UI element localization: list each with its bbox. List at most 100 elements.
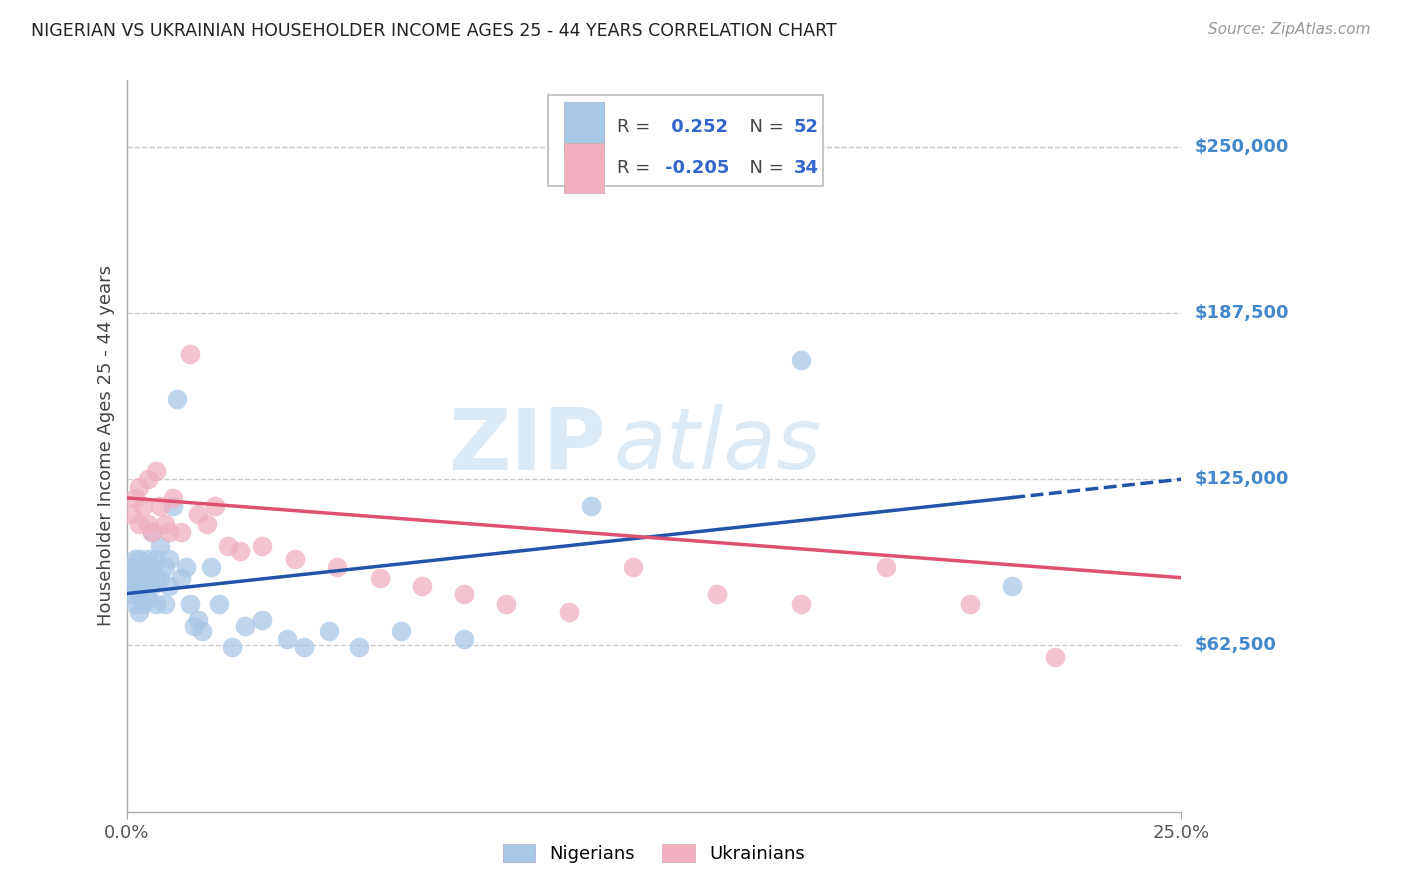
- Point: [128, 571, 150, 585]
- Point: [141, 579, 163, 593]
- Point: [149, 539, 172, 553]
- Point: [128, 605, 150, 619]
- Point: [959, 597, 981, 611]
- Point: [453, 586, 475, 600]
- Point: [558, 605, 581, 619]
- Point: [132, 499, 155, 513]
- Text: $125,000: $125,000: [1195, 470, 1289, 488]
- Point: [145, 552, 167, 566]
- Point: [157, 552, 180, 566]
- Point: [128, 517, 150, 532]
- Point: [132, 597, 155, 611]
- Point: [120, 571, 142, 585]
- Point: [141, 525, 163, 540]
- Point: [706, 586, 728, 600]
- Point: [221, 640, 243, 654]
- Text: N =: N =: [738, 118, 790, 136]
- Text: -0.205: -0.205: [665, 159, 730, 177]
- Point: [233, 618, 256, 632]
- Text: $62,500: $62,500: [1195, 637, 1277, 655]
- Point: [162, 499, 184, 513]
- Point: [166, 392, 188, 407]
- Point: [170, 571, 193, 585]
- Text: $250,000: $250,000: [1195, 137, 1289, 156]
- Point: [136, 566, 159, 580]
- Text: 0.252: 0.252: [665, 118, 728, 136]
- Point: [136, 552, 159, 566]
- Point: [157, 579, 180, 593]
- Point: [191, 624, 214, 638]
- Point: [200, 560, 222, 574]
- Point: [128, 586, 150, 600]
- Y-axis label: Householder Income Ages 25 - 44 years: Householder Income Ages 25 - 44 years: [97, 266, 115, 626]
- Point: [136, 571, 159, 585]
- Point: [128, 552, 150, 566]
- Text: ZIP: ZIP: [449, 404, 606, 488]
- Point: [183, 618, 205, 632]
- Point: [132, 579, 155, 593]
- Point: [141, 525, 163, 540]
- Text: atlas: atlas: [614, 404, 821, 488]
- Point: [124, 579, 146, 593]
- Point: [1043, 650, 1066, 665]
- Point: [179, 347, 201, 361]
- Text: R =: R =: [617, 159, 655, 177]
- Point: [453, 632, 475, 646]
- Point: [136, 591, 159, 606]
- Point: [179, 597, 201, 611]
- Point: [368, 571, 391, 585]
- Point: [120, 586, 142, 600]
- Point: [153, 597, 176, 611]
- Text: $187,500: $187,500: [1195, 304, 1289, 322]
- Point: [276, 632, 298, 646]
- Point: [229, 544, 252, 558]
- Point: [250, 539, 273, 553]
- Point: [790, 597, 813, 611]
- Point: [145, 571, 167, 585]
- Text: Source: ZipAtlas.com: Source: ZipAtlas.com: [1208, 22, 1371, 37]
- Point: [170, 525, 193, 540]
- Point: [120, 507, 142, 521]
- Point: [128, 480, 150, 494]
- Point: [153, 560, 176, 574]
- Point: [284, 552, 307, 566]
- Point: [204, 499, 226, 513]
- Point: [411, 579, 433, 593]
- Point: [621, 560, 644, 574]
- Point: [141, 560, 163, 574]
- Point: [124, 566, 146, 580]
- Bar: [548, 95, 823, 186]
- Point: [120, 560, 142, 574]
- Point: [157, 525, 180, 540]
- Point: [149, 499, 172, 513]
- Point: [162, 491, 184, 505]
- Point: [495, 597, 517, 611]
- Point: [875, 560, 897, 574]
- Point: [145, 597, 167, 611]
- Point: [579, 499, 602, 513]
- Point: [326, 560, 349, 574]
- Bar: [564, 144, 605, 193]
- Point: [136, 472, 159, 486]
- Point: [217, 539, 239, 553]
- Point: [208, 597, 231, 611]
- Point: [292, 640, 315, 654]
- Point: [153, 517, 176, 532]
- Bar: [564, 102, 605, 152]
- Point: [136, 517, 159, 532]
- Point: [1001, 579, 1024, 593]
- Point: [174, 560, 197, 574]
- Point: [318, 624, 340, 638]
- Point: [347, 640, 370, 654]
- Point: [145, 464, 167, 478]
- Point: [250, 613, 273, 627]
- Legend: Nigerians, Ukrainians: Nigerians, Ukrainians: [494, 835, 814, 872]
- Point: [149, 571, 172, 585]
- Point: [124, 491, 146, 505]
- Point: [790, 352, 813, 367]
- Point: [195, 517, 218, 532]
- Point: [187, 613, 209, 627]
- Text: N =: N =: [738, 159, 790, 177]
- Text: 52: 52: [794, 118, 820, 136]
- Point: [389, 624, 412, 638]
